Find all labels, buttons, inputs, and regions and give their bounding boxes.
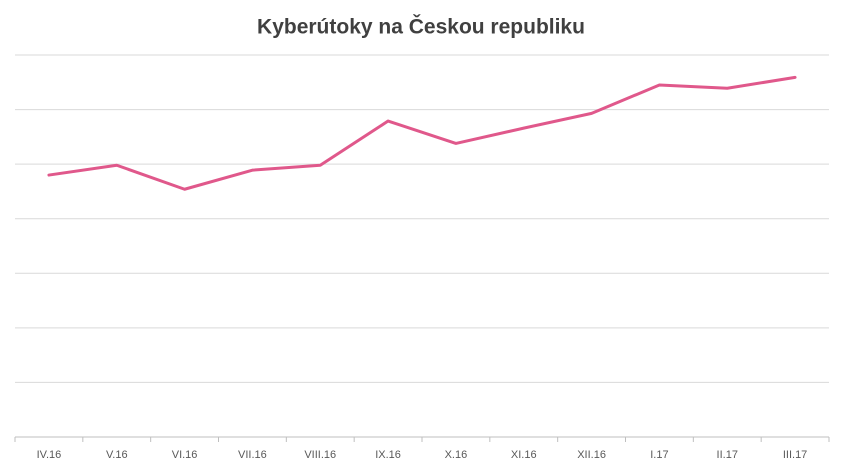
x-tick-label: I.17: [650, 449, 668, 461]
x-tick-label: XII.16: [577, 449, 606, 461]
x-tick-label: VIII.16: [304, 449, 336, 461]
x-tick-label: V.16: [106, 449, 128, 461]
x-tick-label: VI.16: [172, 449, 198, 461]
x-tick-label: II.17: [717, 449, 738, 461]
series-line: [47, 75, 797, 191]
x-tick-label: IV.16: [37, 449, 62, 461]
chart-title: Kyberútoky na Českou republiku: [257, 15, 585, 39]
x-tick-label: IX.16: [375, 449, 401, 461]
x-tick-label: III.17: [783, 449, 807, 461]
x-tick-label: XI.16: [511, 449, 537, 461]
x-tick-label: X.16: [445, 449, 468, 461]
x-tick-label: VII.16: [238, 449, 267, 461]
